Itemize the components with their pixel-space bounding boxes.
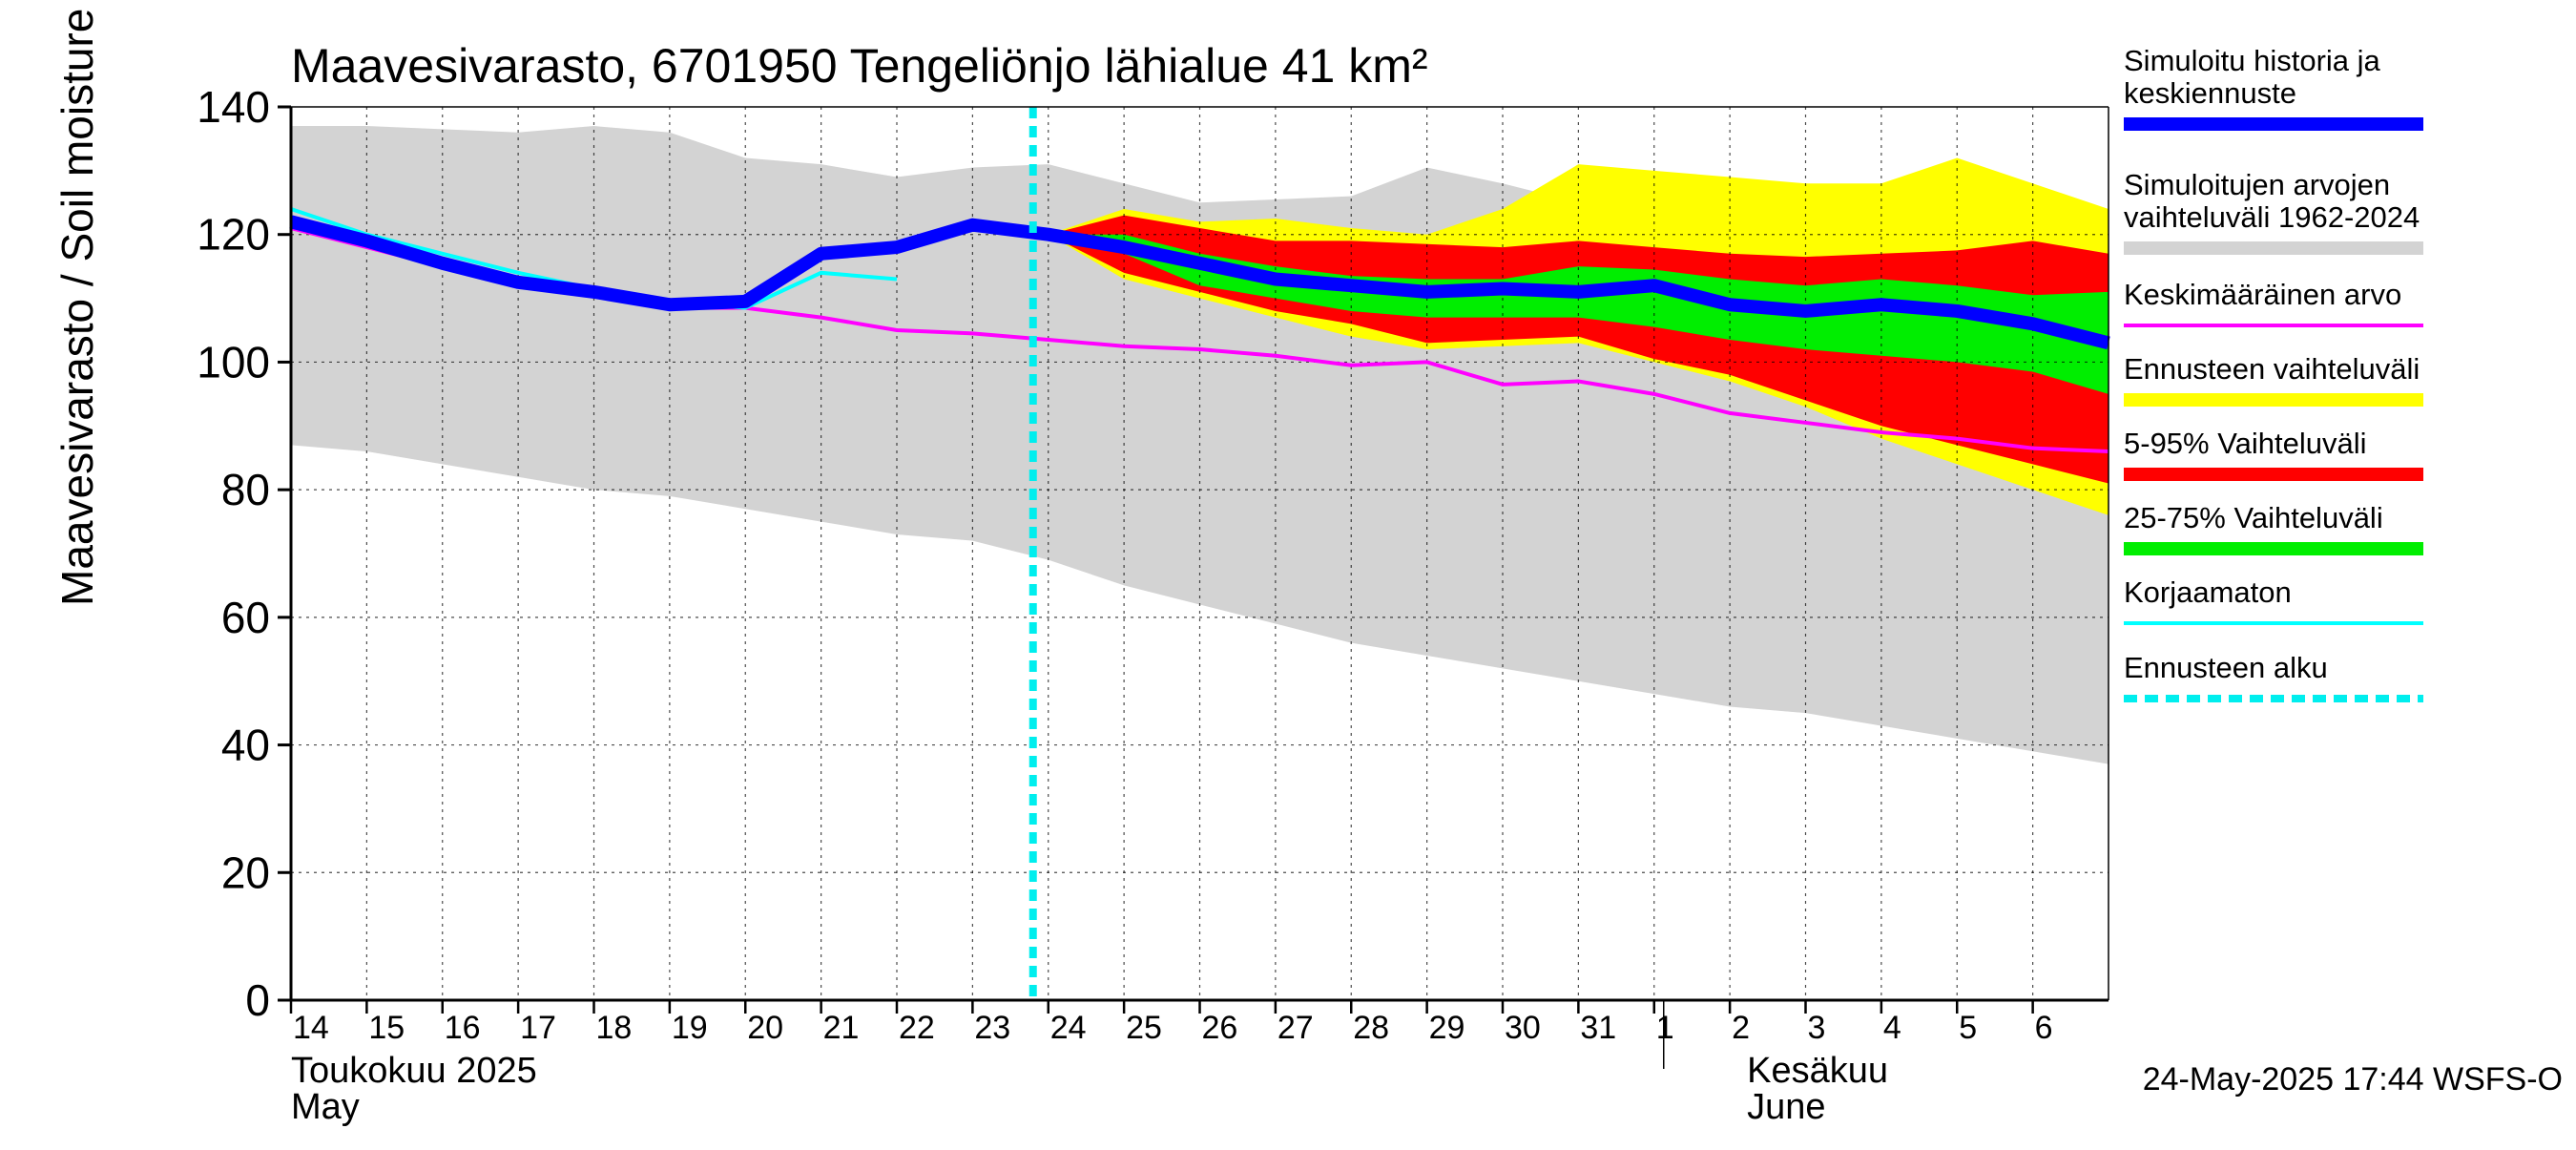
x-tick-label: 31 [1580, 1010, 1616, 1046]
plot-area [289, 107, 2110, 1000]
x-tick-label: 5 [1959, 1010, 1977, 1046]
x-tick-label: 24 [1050, 1010, 1087, 1046]
y-tick-label: 140 [197, 82, 270, 132]
x-tick-label: 27 [1278, 1010, 1314, 1046]
x-tick-label: 15 [368, 1010, 405, 1046]
y-tick-label: 120 [197, 210, 270, 260]
legend-label: Ennusteen alku [2124, 651, 2328, 684]
chart-title: Maavesivarasto, 6701950 Tengeliönjo lähi… [291, 39, 1428, 93]
x-tick-label: 4 [1883, 1010, 1901, 1046]
month-label-en: June [1747, 1087, 1825, 1127]
y-tick-label: 20 [221, 847, 270, 897]
y-axis-label: Maavesivarasto / Soil moisture mm [52, 0, 102, 606]
x-tick-label: 18 [596, 1010, 633, 1046]
x-tick-label: 28 [1353, 1010, 1389, 1046]
month-label-en: May [291, 1087, 360, 1127]
y-tick-label: 0 [245, 975, 270, 1025]
month-label: Toukokuu 2025 [291, 1051, 537, 1091]
x-tick-label: 25 [1126, 1010, 1162, 1046]
legend-label: vaihteluväli 1962-2024 [2124, 200, 2420, 234]
simulated-history-line [289, 215, 2110, 350]
legend-label: Simuloitu historia ja [2124, 44, 2381, 77]
x-tick-label: 2 [1732, 1010, 1750, 1046]
x-tick-label: 30 [1505, 1010, 1541, 1046]
legend-label: 5-95% Vaihteluväli [2124, 427, 2366, 460]
x-tick-label: 16 [445, 1010, 481, 1046]
month-label: Kesäkuu [1747, 1051, 1888, 1091]
x-tick-label: 20 [747, 1010, 783, 1046]
x-tick-label: 14 [293, 1010, 329, 1046]
x-tick-label: 22 [899, 1010, 935, 1046]
x-tick-label: 19 [672, 1010, 708, 1046]
y-tick-label: 100 [197, 337, 270, 387]
timestamp: 24-May-2025 17:44 WSFS-O [2143, 1061, 2563, 1098]
legend-label: 25-75% Vaihteluväli [2124, 501, 2383, 534]
legend-label: Simuloitujen arvojen [2124, 168, 2390, 201]
x-tick-label: 6 [2035, 1010, 2053, 1046]
legend-label: keskiennuste [2124, 76, 2296, 110]
x-tick-label: 1 [1656, 1010, 1674, 1046]
y-tick-label: 60 [221, 593, 270, 642]
x-tick-label: 29 [1429, 1010, 1465, 1046]
legend-label: Ennusteen vaihteluväli [2124, 352, 2420, 386]
y-tick-label: 80 [221, 465, 270, 514]
legend-label: Keskimääräinen arvo [2124, 278, 2401, 311]
x-tick-label: 17 [520, 1010, 556, 1046]
x-tick-label: 3 [1808, 1010, 1826, 1046]
y-tick-label: 40 [221, 721, 270, 770]
x-tick-label: 26 [1202, 1010, 1238, 1046]
legend-label: Korjaamaton [2124, 575, 2292, 609]
x-tick-label: 23 [974, 1010, 1010, 1046]
x-tick-label: 21 [823, 1010, 860, 1046]
